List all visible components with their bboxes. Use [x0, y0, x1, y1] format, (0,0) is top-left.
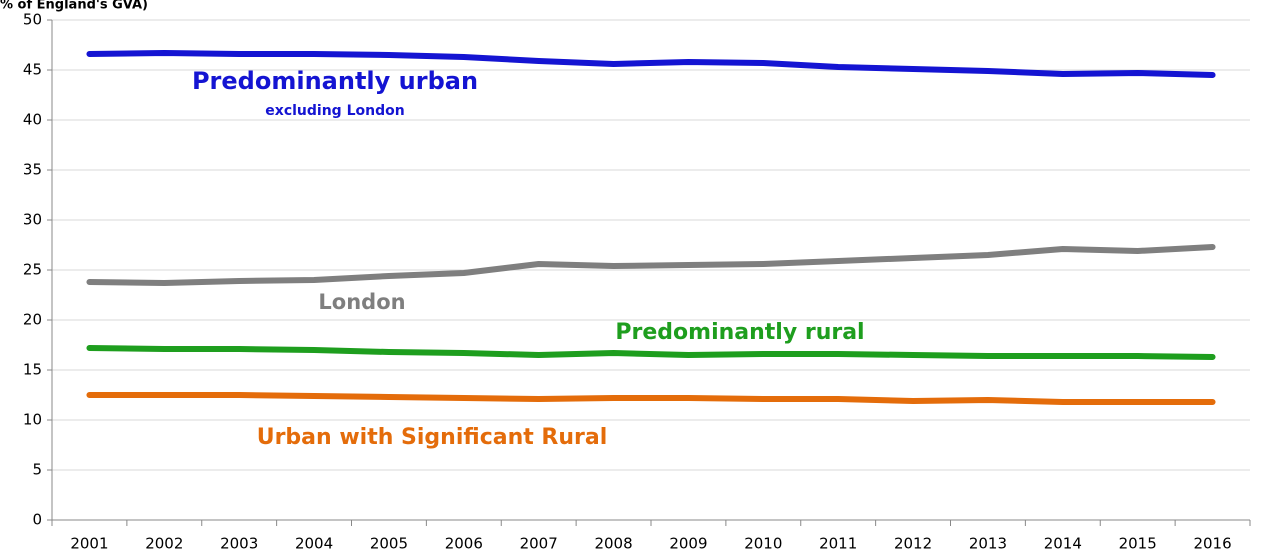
y-tick-label: 20: [23, 311, 42, 329]
x-tick-label: 2015: [1119, 535, 1157, 552]
y-tick-label: 30: [23, 211, 42, 229]
series-line: [86, 50, 1216, 78]
x-tick-label: 2003: [220, 535, 258, 552]
series-line: [86, 392, 1216, 405]
y-tick-label: 50: [23, 11, 42, 29]
y-tick-label: 5: [32, 461, 42, 479]
x-tick-label: 2011: [819, 535, 857, 552]
y-tick-label: 10: [23, 411, 42, 429]
series-label: Predominantly urban: [192, 67, 478, 95]
y-tick-label: 25: [23, 261, 42, 279]
annotation: excluding London: [265, 103, 404, 119]
x-tick-label: 2004: [295, 535, 333, 552]
x-tick-label: 2012: [894, 535, 932, 552]
x-tick-label: 2010: [744, 535, 782, 552]
series-line: [86, 345, 1216, 360]
x-tick-label: 2005: [370, 535, 408, 552]
series-label: London: [318, 290, 405, 314]
x-tick-label: 2002: [145, 535, 183, 552]
y-tick-label: 15: [23, 361, 42, 379]
y-tick-label: 45: [23, 61, 42, 79]
x-tick-label: 2006: [445, 535, 483, 552]
x-tick-label: 2007: [520, 535, 558, 552]
series-label: Predominantly rural: [615, 320, 864, 345]
x-tick-label: 2008: [594, 535, 632, 552]
y-tick-label: 0: [32, 511, 42, 529]
series-label: Urban with Significant Rural: [257, 425, 608, 450]
y-tick-label: 40: [23, 111, 42, 129]
series-line: [86, 244, 1216, 286]
x-tick-label: 2014: [1044, 535, 1082, 552]
x-tick-label: 2009: [669, 535, 707, 552]
chart-title: % of England's GVA): [0, 0, 148, 13]
y-tick-label: 35: [23, 161, 42, 179]
x-tick-label: 2013: [969, 535, 1007, 552]
x-tick-label: 2016: [1193, 535, 1231, 552]
x-tick-label: 2001: [70, 535, 108, 552]
